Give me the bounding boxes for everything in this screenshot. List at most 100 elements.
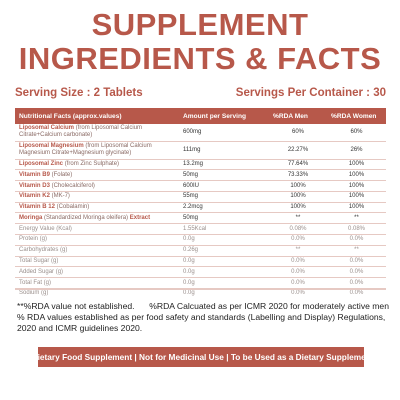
nutrient-name-cell: Total Fat (g)	[15, 277, 179, 289]
footnote-not-established: **%RDA value not established.	[17, 301, 135, 311]
nutrient-name: Moringa	[19, 214, 43, 221]
amount-cell: 1.55Kcal	[179, 223, 269, 235]
amount-cell: 2.2mcg	[179, 201, 269, 213]
table-row: Vitamin B 12 (Cobalamin) 2.2mcg 100% 100%	[15, 201, 386, 213]
amount-cell: 0.0g	[179, 255, 269, 267]
table-row: Liposomal Zinc (from Zinc Sulphate) 13.2m…	[15, 158, 386, 170]
amount-cell: 600mg	[183, 128, 202, 135]
nutrient-name: Carbohydrates (g)	[19, 247, 68, 254]
rda-men-cell: 0.0%	[269, 255, 327, 267]
nutrient-name: Vitamin B 12	[19, 204, 55, 211]
nutrient-name-cell: Vitamin K2 (MK-7)	[15, 190, 179, 203]
nutrient-name-cell: Total Sugar (g)	[15, 255, 179, 267]
table-row: Liposomal Calcium (from Liposomal Calciu…	[15, 124, 386, 141]
rda-men-cell: 73.33%	[269, 169, 327, 181]
table-row: Vitamin B9 (Folate) 50mg 73.33% 100%	[15, 169, 386, 181]
header-nutritional-facts: Nutritional Facts (approx.values)	[15, 108, 179, 124]
nutrient-source: (from Liposomal Calcium Magnesium Citrat…	[19, 143, 152, 157]
rda-men-cell: 0.08%	[269, 223, 327, 235]
nutrient-name: Liposomal Calcium	[19, 125, 75, 132]
table-row: Sodium (g) 0.0g 0.0% 0.0%	[15, 287, 386, 299]
nutrient-name: Energy Value (Kcal)	[19, 225, 72, 232]
table-body: Liposomal Calcium (from Liposomal Calciu…	[15, 124, 386, 299]
rda-men-cell: 100%	[269, 190, 327, 203]
nutrient-name: Vitamin B9	[19, 171, 50, 178]
rda-men-cell: 100%	[269, 201, 327, 213]
header-amount: Amount per Serving	[179, 108, 269, 124]
nutrient-name: Total Sugar (g)	[19, 257, 59, 264]
nutrient-name: Protein (g)	[19, 236, 48, 243]
rda-women-cell: 100%	[327, 201, 386, 213]
amount-cell: 0.0g	[179, 277, 269, 289]
rda-women-cell: 100%	[327, 190, 386, 203]
table-row: Total Fat (g) 0.0g 0.0% 0.0%	[15, 277, 386, 289]
table-bottom-rule	[15, 289, 386, 290]
page-title-line1: SUPPLEMENT	[91, 7, 309, 42]
rda-women-cell: **	[327, 244, 386, 257]
nutrient-source: (MK-7)	[51, 193, 70, 200]
nutrient-name-cell: Liposomal Magnesium (from Liposomal Calc…	[15, 140, 179, 160]
rda-men-cell: **	[269, 212, 327, 224]
nutrient-name: Liposomal Magnesium	[19, 143, 84, 150]
table-row: Moringa (Standardized Moringa oleifera) …	[15, 212, 386, 224]
rda-women-cell: 0.0%	[327, 234, 386, 246]
rda-men-cell: 0.0%	[269, 277, 327, 289]
rda-men-cell: **	[269, 244, 327, 257]
header-rda-men: %RDA Men	[269, 108, 327, 124]
rda-men-cell: 22.27%	[269, 140, 327, 160]
nutrient-name-cell: Added Sugar (g)	[15, 266, 179, 278]
nutrient-name-cell: Protein (g)	[15, 234, 179, 246]
table-row: Vitamin K2 (MK-7) 55mg 100% 100%	[15, 190, 386, 203]
table-header-row: Nutritional Facts (approx.values) Amount…	[15, 108, 386, 124]
rda-women-cell: 100%	[327, 158, 386, 170]
nutrient-name: Added Sugar (g)	[19, 268, 64, 275]
header-rda-women: %RDA Women	[327, 108, 386, 124]
nutrient-name-cell: Moringa (Standardized Moringa oleifera) …	[15, 212, 179, 224]
nutrient-source: (Folate)	[51, 171, 73, 178]
footnotes: **%RDA value not established. %RDA Calcu…	[17, 301, 389, 334]
amount-cell: 55mg	[179, 190, 269, 203]
rda-men-cell: 100%	[269, 180, 327, 192]
servings-per-container: Servings Per Container : 30	[235, 87, 386, 99]
rda-women-cell: 60%	[350, 128, 363, 135]
amount-cell: 111mg	[179, 140, 269, 160]
table-row: Protein (g) 0.0g 0.0% 0.0%	[15, 234, 386, 246]
rda-men-cell: 0.0%	[269, 287, 327, 299]
amount-cell: 13.2mg	[179, 158, 269, 170]
amount-cell: 0.0g	[179, 287, 269, 299]
rda-women-cell: 0.0%	[327, 287, 386, 299]
table-row: Liposomal Magnesium (from Liposomal Calc…	[15, 140, 386, 160]
nutrient-name-cell: Sodium (g)	[15, 287, 179, 299]
rda-women-cell: 0.0%	[327, 255, 386, 267]
table-row: Vitamin D3 (Cholecalciferol) 600IU 100% 100…	[15, 180, 386, 192]
nutrient-name-cell: Liposomal Zinc (from Zinc Sulphate)	[15, 158, 179, 170]
rda-men-cell: 0.0%	[269, 266, 327, 278]
nutrient-name-cell: Energy Value (Kcal)	[15, 223, 179, 235]
nutrient-name-cell: Liposomal Calcium (from Liposomal Calciu…	[15, 124, 179, 141]
rda-women-cell: 100%	[327, 169, 386, 181]
page-title-line2: INGREDIENTS & FACTS	[18, 41, 382, 76]
nutrient-name-suffix: Extract	[128, 214, 151, 221]
rda-women-cell: 0.08%	[327, 223, 386, 235]
nutrient-source: (Cholecalciferol)	[51, 182, 95, 189]
nutrient-source: (Standardized Moringa oleifera)	[44, 214, 129, 221]
rda-women-cell: 100%	[327, 180, 386, 192]
rda-women-cell: 0.0%	[327, 277, 386, 289]
serving-size: Serving Size : 2 Tablets	[15, 87, 143, 99]
amount-cell: 0.0g	[179, 234, 269, 246]
rda-men-cell: 77.64%	[269, 158, 327, 170]
nutrient-name: Liposomal Zinc	[19, 160, 64, 167]
nutrient-source: (Cobalamin)	[56, 204, 90, 211]
serving-info: Serving Size : 2 Tablets Servings Per Co…	[15, 87, 386, 99]
amount-cell: 0.0g	[179, 266, 269, 278]
nutrition-facts-table: Nutritional Facts (approx.values) Amount…	[15, 108, 386, 299]
amount-cell: 50mg	[179, 169, 269, 181]
table-row: Total Sugar (g) 0.0g 0.0% 0.0%	[15, 255, 386, 267]
rda-men-cell: 60%	[291, 128, 304, 135]
dietary-supplement-banner: *Dietary Food Supplement | Not for Medic…	[28, 347, 374, 367]
table-row: Carbohydrates (g) 0.26g ** **	[15, 244, 386, 257]
nutrient-source: (from Zinc Sulphate)	[64, 160, 120, 167]
nutrient-name: Vitamin D3	[19, 182, 50, 189]
nutrient-name-cell: Vitamin D3 (Cholecalciferol)	[15, 180, 179, 192]
nutrient-name-cell: Vitamin B 12 (Cobalamin)	[15, 201, 179, 213]
